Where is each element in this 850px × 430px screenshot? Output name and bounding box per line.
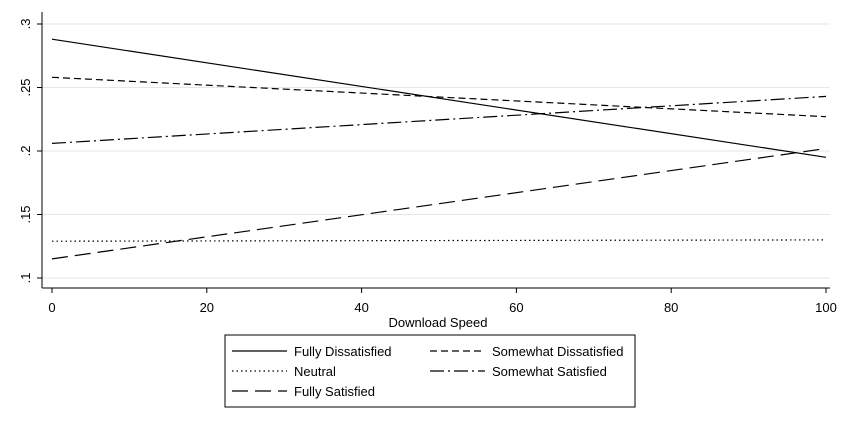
x-tick-label: 80 bbox=[664, 300, 678, 315]
y-tick-label: .15 bbox=[18, 205, 33, 223]
legend: Fully Dissatisfied Somewhat Dissatisfied N… bbox=[224, 334, 636, 408]
series-line-fully-satisfied bbox=[51, 147, 827, 260]
y-tick-label: .25 bbox=[18, 78, 33, 96]
x-tick-label: 20 bbox=[200, 300, 214, 315]
x-axis-label: Download Speed bbox=[388, 315, 487, 330]
x-tick-label: 60 bbox=[509, 300, 523, 315]
series-line-somewhat-dissatisfied bbox=[51, 76, 827, 118]
series-line-fully-dissatisfied bbox=[51, 38, 827, 158]
grid-layer bbox=[42, 23, 830, 279]
x-tick-label: 100 bbox=[815, 300, 837, 315]
y-tick-label: .2 bbox=[18, 146, 33, 157]
x-tick-label: 40 bbox=[354, 300, 368, 315]
legend-label-fully-satisfied: Fully Satisfied bbox=[294, 384, 375, 399]
series-line-somewhat-satisfied bbox=[51, 95, 827, 144]
axis-layer: .1 .15 .2 .25 .3 0 20 40 60 80 100 bbox=[18, 12, 837, 315]
legend-label-neutral: Neutral bbox=[294, 364, 336, 379]
legend-label-somewhat-dissatisfied: Somewhat Dissatisfied bbox=[492, 344, 624, 359]
series-line-neutral bbox=[51, 239, 827, 242]
legend-label-fully-dissatisfied: Fully Dissatisfied bbox=[294, 344, 392, 359]
legend-label-somewhat-satisfied: Somewhat Satisfied bbox=[492, 364, 607, 379]
x-tick-label: 0 bbox=[48, 300, 55, 315]
y-tick-label: .3 bbox=[18, 19, 33, 30]
series-layer bbox=[51, 38, 827, 260]
y-tick-label: .1 bbox=[18, 273, 33, 284]
